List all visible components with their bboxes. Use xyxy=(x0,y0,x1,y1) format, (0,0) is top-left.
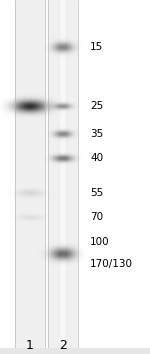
Text: 170/130: 170/130 xyxy=(90,259,133,269)
Text: 70: 70 xyxy=(90,212,103,222)
Text: 35: 35 xyxy=(90,129,103,139)
Text: 15: 15 xyxy=(90,42,103,52)
Text: 1: 1 xyxy=(26,339,34,352)
Text: 55: 55 xyxy=(90,188,103,198)
Text: 40: 40 xyxy=(90,153,103,163)
Text: 100: 100 xyxy=(90,237,110,247)
Text: 2: 2 xyxy=(59,339,67,352)
Text: 25: 25 xyxy=(90,101,103,111)
